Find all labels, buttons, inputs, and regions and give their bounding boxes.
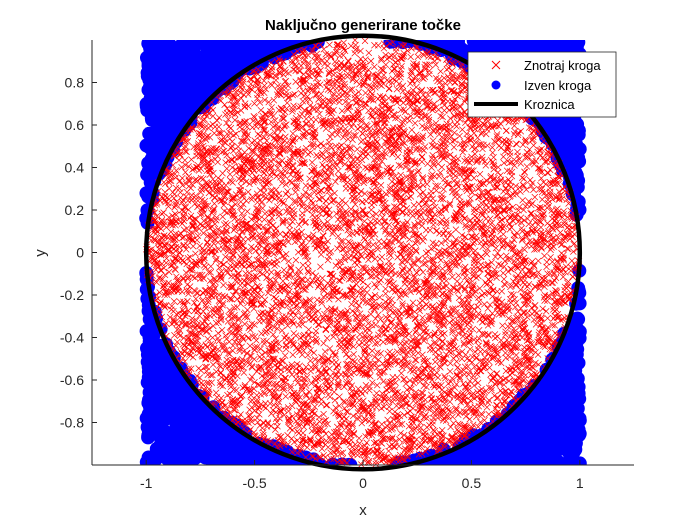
outside-point [170,418,185,433]
legend-dot-marker-icon [491,80,501,90]
y-tick-label: 0.2 [65,202,85,218]
outside-point [544,119,559,134]
x-tick-label: 0 [359,475,367,491]
outside-point [513,40,528,51]
outside-point [186,40,201,48]
outside-point [152,47,167,62]
outside-point [194,431,208,446]
outside-point [561,127,576,142]
outside-point [443,40,458,48]
outside-point [174,394,189,409]
y-tick-label: 0.6 [65,117,85,133]
outside-point [160,99,175,114]
outside-point [533,415,548,429]
outside-point [567,334,582,349]
x-tick-label: -1 [140,475,153,491]
outside-point [160,75,175,90]
outside-point [141,40,156,51]
outside-point [190,412,205,427]
outside-point [145,143,160,158]
y-tick-label: 0.8 [65,75,85,91]
outside-point [198,71,213,86]
outside-point [155,442,170,457]
legend-label-inside: Znotraj kroga [524,58,601,73]
outside-point [514,415,529,430]
outside-point [509,456,524,465]
outside-point [563,406,578,421]
legend: Znotraj kroga Izven kroga Kroznica [467,51,617,118]
outside-point [570,141,585,156]
outside-point [491,456,506,465]
outside-point [482,435,497,450]
outside-point [565,356,580,371]
outside-point [476,454,491,465]
y-tick-label: 0 [76,245,84,261]
outside-point [263,40,278,49]
outside-point [549,385,564,400]
y-tick-label: -0.2 [60,287,84,303]
y-axis-label: y [32,249,49,257]
y-tick-label: -0.6 [60,372,84,388]
outside-point [153,415,168,430]
outside-point [170,451,185,465]
outside-point [211,429,226,444]
outside-point [571,312,586,327]
outside-point [139,99,154,114]
y-tick-label: -0.4 [60,330,84,346]
outside-point [556,40,571,53]
outside-point [141,156,156,171]
y-tick-label: -0.8 [60,415,84,431]
x-tick-label: -0.5 [243,475,267,491]
y-tick-label: 0.4 [65,160,85,176]
x-axis-label: x [359,502,367,519]
outside-point [176,87,191,102]
chart-title: Naključno generirane točke [265,17,461,34]
outside-point [155,40,170,49]
x-tick-label: 1 [576,475,584,491]
legend-label-circle: Kroznica [524,97,575,112]
x-tick-label: 0.5 [462,475,482,491]
outside-point [153,112,168,127]
outside-point [550,454,565,465]
outside-point [141,418,156,433]
outside-point [146,328,161,343]
outside-point [207,40,222,52]
outside-point [531,445,546,460]
outside-point [208,454,223,465]
outside-point [155,363,170,378]
outside-point [572,428,586,443]
outside-point [222,449,237,464]
outside-point [181,451,196,465]
outside-point [563,447,577,462]
outside-point [546,432,561,446]
legend-label-outside: Izven kroga [524,78,592,93]
outside-point [248,41,262,56]
outside-point [549,416,564,431]
outside-point [143,347,158,362]
outside-point [168,373,183,387]
outside-point [570,371,585,386]
